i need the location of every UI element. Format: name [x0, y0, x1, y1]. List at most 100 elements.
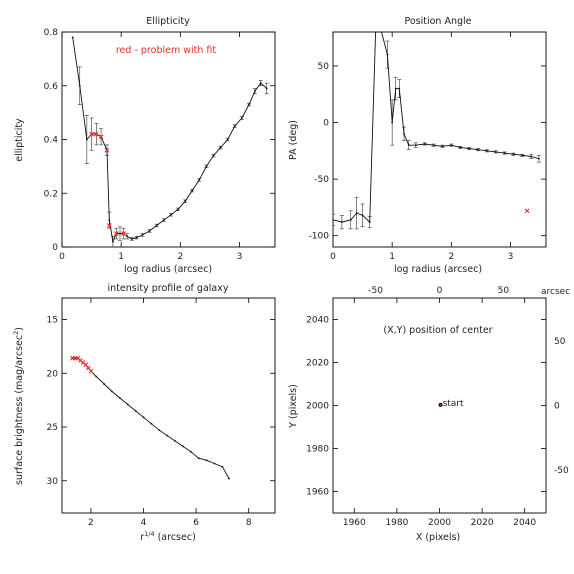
x-tick-label: 1980: [385, 518, 408, 528]
data-point: [259, 82, 262, 84]
data-point: [265, 87, 268, 90]
data-point: [158, 429, 161, 432]
data-point: [141, 234, 144, 236]
data-point: [468, 147, 470, 150]
center-position-xlabel: X (pixels): [416, 532, 460, 543]
data-point: [174, 440, 176, 442]
data-point: [205, 459, 208, 462]
data-point: [494, 151, 497, 153]
data-point: [226, 138, 229, 141]
intensity-plot-frame: [61, 297, 276, 514]
data-point: [355, 212, 358, 214]
y-tick-label: 30: [47, 477, 59, 487]
data-point: [197, 457, 200, 460]
problem-fit-point: [121, 231, 126, 236]
ellipticity-ylabel: ellipticity: [14, 118, 25, 162]
start-label: start: [443, 399, 464, 409]
y-tick-label: 0.2: [44, 189, 58, 199]
data-point: [130, 238, 133, 240]
x-tick-label: 6: [193, 518, 199, 528]
data-point: [538, 157, 540, 160]
data-point: [135, 236, 138, 239]
data-point: [155, 224, 158, 227]
intensity-panel: intensity profile of galaxy r1/4 (arcsec…: [12, 283, 276, 543]
ellipticity-xlabel: log radius (arcsec): [124, 264, 212, 275]
data-point: [398, 87, 401, 90]
data-point: [71, 36, 74, 39]
center-position-ylabel: Y (pixels): [288, 384, 299, 429]
data-point: [349, 218, 352, 221]
x-tick-label: 3: [237, 252, 243, 262]
data-point: [219, 146, 222, 149]
x-tick-label: 2: [448, 252, 454, 262]
data-point: [191, 189, 194, 192]
data-point: [407, 144, 410, 147]
intensity-curve: [70, 355, 230, 480]
position-angle-axis-ticks: 0 1 2 3 -100 -50 0 50: [309, 32, 546, 262]
y-tick-label: 50: [318, 62, 330, 72]
data-point: [394, 87, 397, 90]
data-point: [391, 121, 394, 124]
y-tick-label: 1980: [306, 445, 329, 455]
intensity-xlabel: r1/4 (arcsec): [140, 530, 196, 543]
y-tick-label: 0.8: [44, 28, 59, 38]
x-tick-label: 3: [508, 252, 514, 262]
data-point: [228, 477, 230, 480]
ellipticity-title: Ellipticity: [146, 16, 190, 27]
data-point: [119, 232, 121, 235]
problem-fit-point: [114, 231, 119, 236]
x2-tick-label: -50: [368, 286, 383, 296]
data-point: [85, 138, 88, 141]
data-point: [95, 375, 98, 378]
y-tick-label: 0: [323, 119, 329, 129]
y-tick-label: 2020: [306, 359, 329, 369]
data-point: [248, 103, 250, 106]
x-tick-label: 1: [389, 252, 395, 262]
ellipticity-curve: [71, 36, 269, 247]
data-point: [108, 219, 111, 222]
y-tick-label: 20: [47, 369, 59, 379]
data-point: [503, 152, 506, 154]
y-tick-label: 0.6: [44, 82, 59, 92]
position-angle-xlabel: log radius (arcsec): [394, 264, 482, 275]
y2-tick-label: -50: [554, 466, 569, 476]
x-tick-label: 0: [59, 252, 65, 262]
data-point: [432, 144, 435, 147]
center-point-marker: [439, 403, 442, 406]
data-point: [166, 434, 169, 437]
data-point: [148, 229, 151, 232]
x-tick-label: 0: [330, 252, 336, 262]
data-point: [512, 153, 515, 156]
x-tick-label: 2020: [471, 518, 494, 528]
data-point: [386, 53, 389, 56]
y2-tick-label: 50: [554, 337, 566, 347]
data-point: [485, 149, 488, 152]
intensity-title: intensity profile of galaxy: [108, 283, 229, 294]
x-tick-label: 4: [141, 518, 147, 528]
data-point: [177, 208, 179, 211]
data-point: [205, 165, 208, 168]
data-point: [459, 146, 462, 149]
data-point: [380, 32, 383, 33]
x-tick-label: 8: [246, 518, 252, 528]
data-point: [126, 403, 129, 406]
x-tick-label: 2: [88, 518, 94, 528]
series-line: [72, 37, 268, 244]
data-point: [368, 221, 371, 224]
intensity-ylabel: surface brightness (mag/arcsec2): [12, 327, 25, 485]
problem-fit-point: [98, 134, 104, 140]
position-angle-curve: [333, 32, 541, 230]
x2-tick-label: 50: [498, 286, 510, 296]
center-position-top-axis-unit: arcsec: [541, 287, 570, 297]
fit-problem-annotation: red - problem with fit: [116, 45, 217, 56]
data-point: [374, 32, 377, 33]
y-tick-label: 0.4: [44, 136, 59, 146]
data-point: [414, 144, 417, 147]
position-angle-plot-frame: [332, 31, 547, 248]
data-point: [126, 235, 128, 238]
intensity-axis-ticks: 2 4 6 8 15 20 25 30: [47, 298, 275, 528]
y-tick-label: 15: [47, 316, 58, 326]
problem-fit-point: [89, 131, 94, 137]
problem-fit-point: [93, 131, 99, 137]
